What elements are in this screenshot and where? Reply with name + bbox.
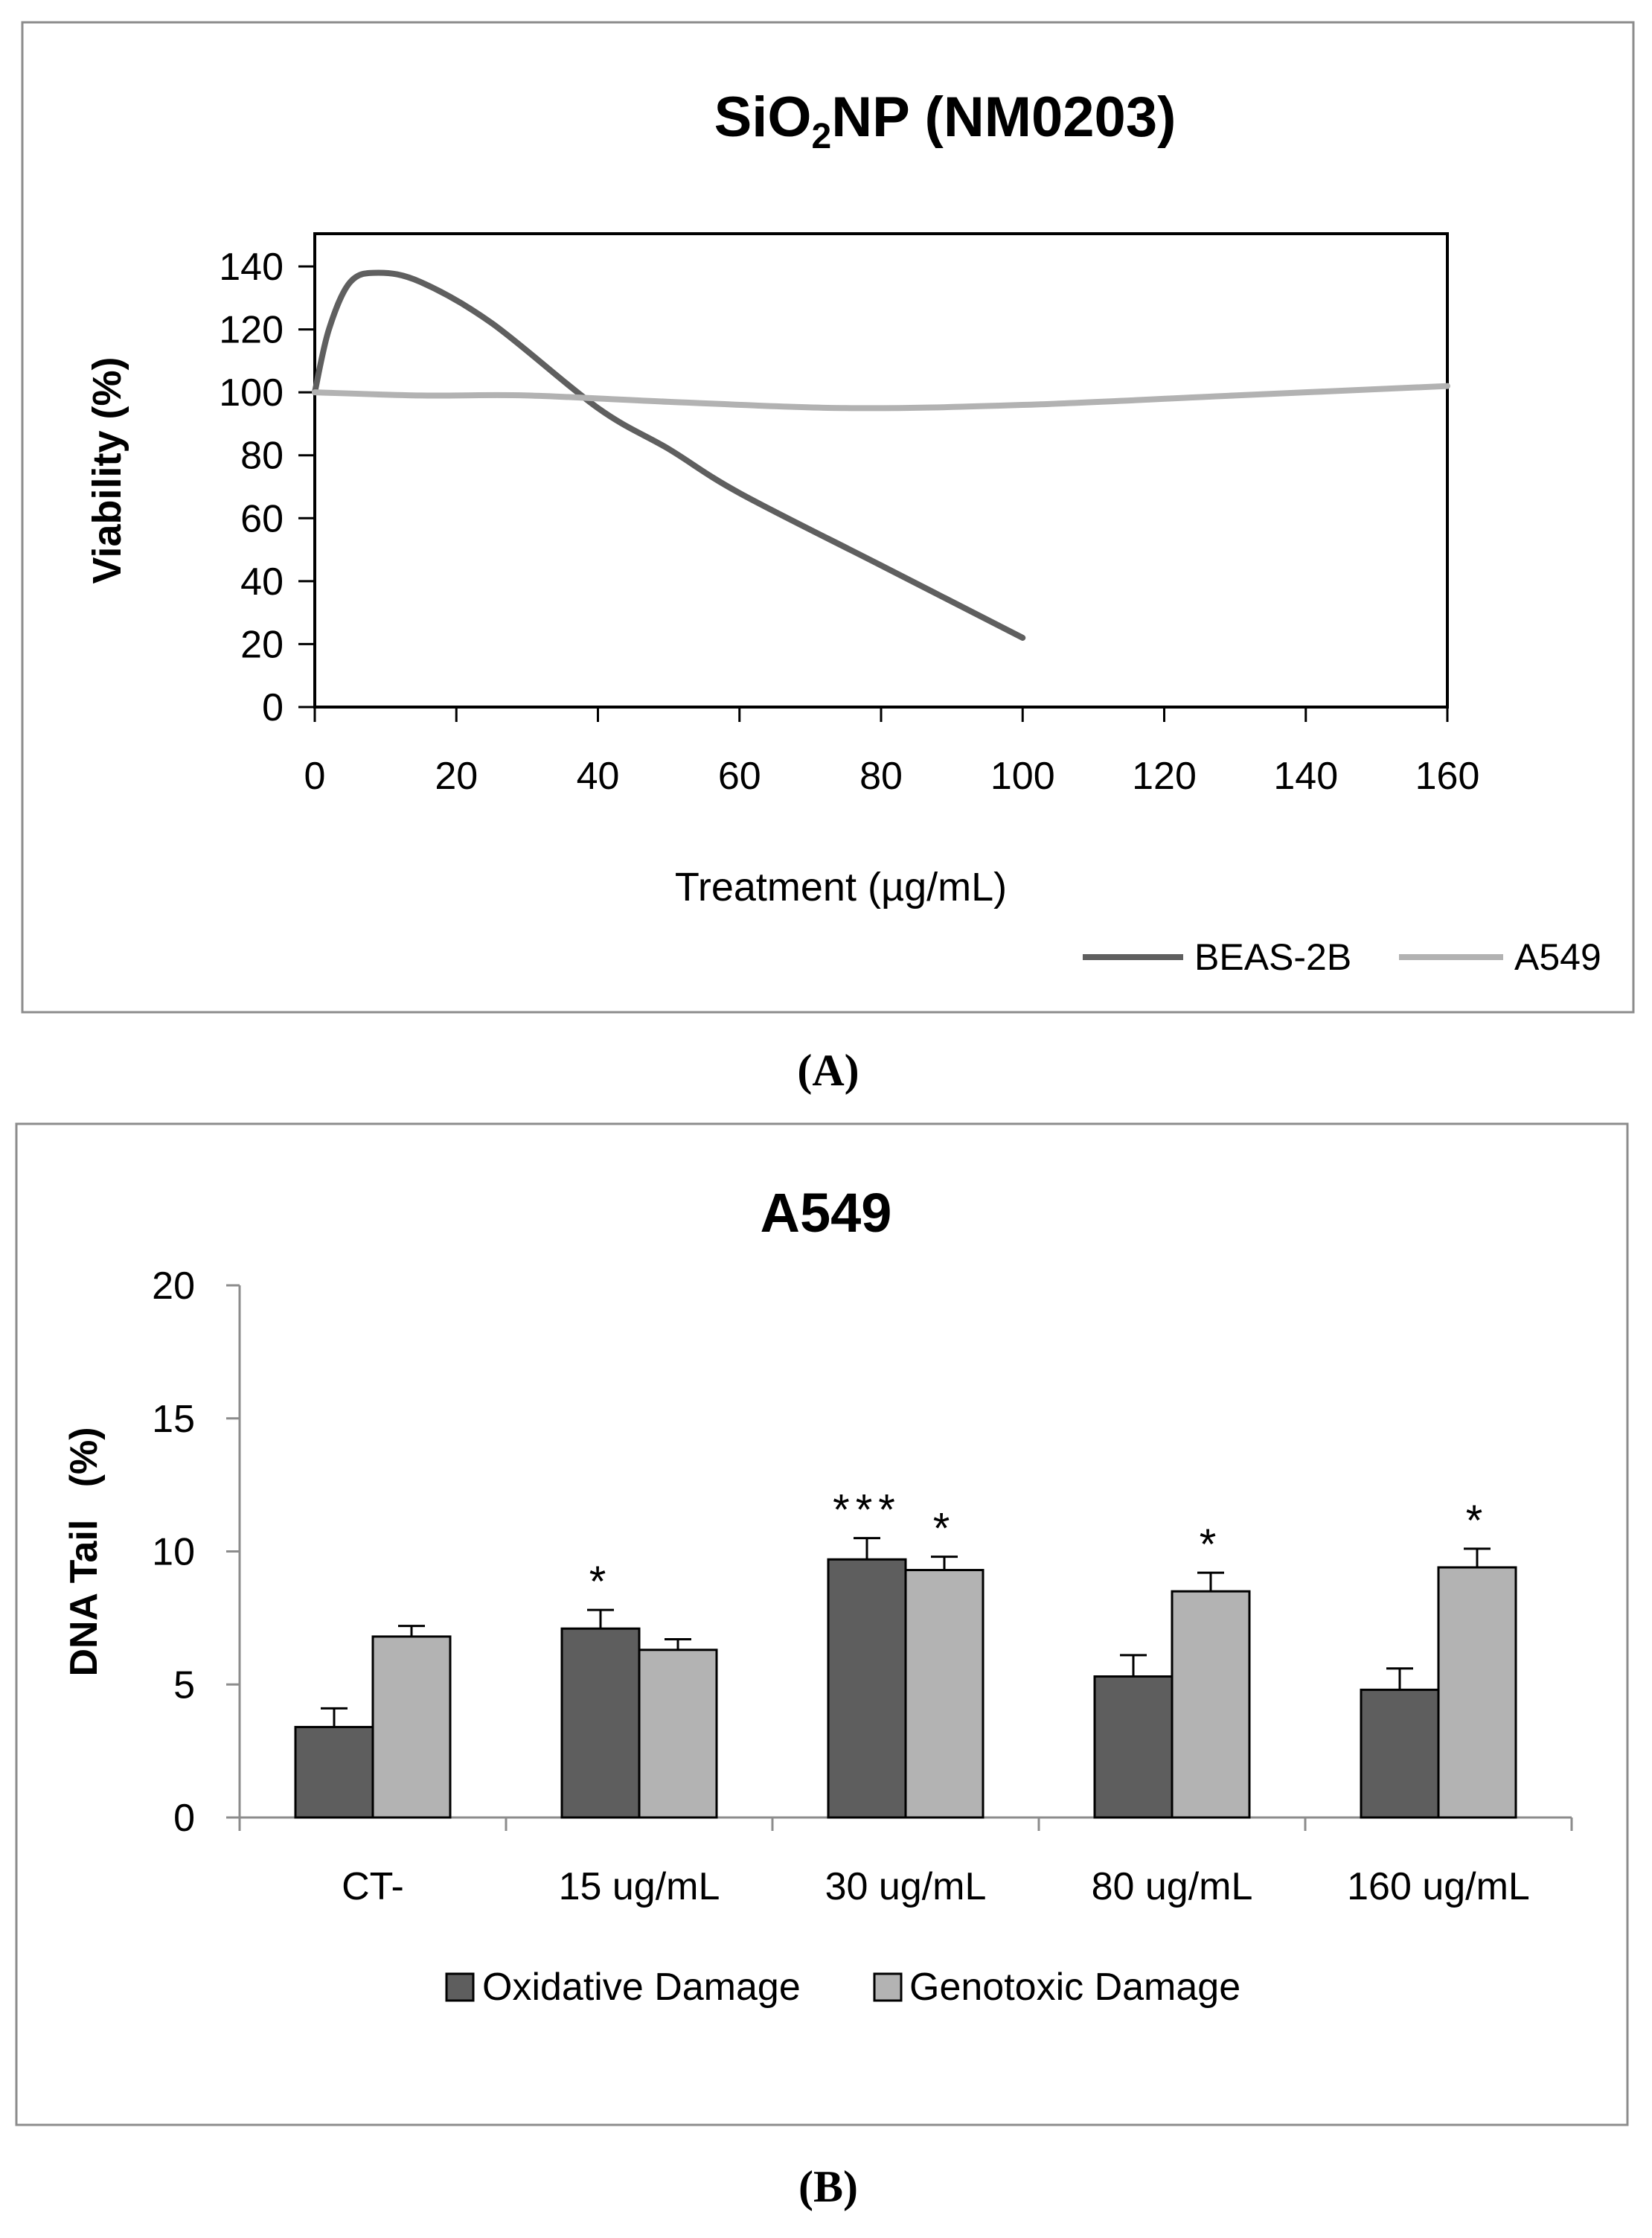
bar-oxidative [1093, 1675, 1174, 1819]
chart-b-y-axis: 0 5 10 15 20 [152, 1265, 240, 1840]
chart-a-x-tick-label: 20 [435, 755, 478, 798]
chart-a-y-tick-label: 80 [240, 435, 284, 478]
chart-a-y-tick-label: 140 [219, 246, 284, 289]
chart-b-category-label: 80 ug/mL [1092, 1865, 1253, 1908]
chart-b-title: A549 [761, 1182, 892, 1244]
panel-a-label: (A) [797, 1046, 859, 1095]
line-series-beas-2b [312, 269, 1026, 641]
chart-a-y-axis: 0 20 40 60 80 100 120 140 [219, 246, 315, 729]
chart-a-legend: BEAS-2B A549 [1083, 936, 1601, 978]
chart-b-x-axis: CT- 15 ug/mL 30 ug/mL 80 ug/mL 160 ug/mL [238, 1817, 1573, 1908]
chart-a-x-tick-label: 60 [718, 755, 761, 798]
chart-b-category-label: 15 ug/mL [559, 1865, 720, 1908]
chart-b-category-label: 30 ug/mL [825, 1865, 987, 1908]
legend-swatch-genotoxic [873, 1972, 903, 2002]
chart-a-y-tick-label: 20 [240, 623, 284, 666]
chart-b-y-tick-label: 5 [173, 1663, 195, 1707]
chart-a-x-tick-label: 0 [304, 755, 326, 798]
bar-oxidative [827, 1558, 907, 1819]
bar-genotoxic [1171, 1590, 1251, 1819]
significance-marker: * [933, 1505, 956, 1553]
chart-a-x-tick-label: 80 [859, 755, 903, 798]
legend-label-a549: A549 [1514, 936, 1601, 978]
chart-b-y-tick-label: 0 [173, 1797, 195, 1840]
chart-b-y-axis-label: DNA Tail (%) [63, 1427, 106, 1676]
significance-marker: *** [833, 1486, 901, 1535]
chart-b-y-tick-label: 15 [152, 1398, 195, 1441]
bar-oxidative [294, 1725, 374, 1819]
chart-a-title-subscript: 2 [812, 117, 832, 156]
chart-b-category-label: CT- [342, 1865, 404, 1908]
chart-a-y-tick-label: 120 [219, 309, 284, 352]
panel-b: A549 0 5 10 15 20 CT- 15 ug/mL 30 ug/mL 80 ug/m… [15, 1122, 1629, 2126]
bar-genotoxic [371, 1635, 452, 1819]
chart-b-category-label: 160 ug/mL [1347, 1865, 1530, 1908]
panel-b-label: (B) [798, 2162, 858, 2211]
chart-a-x-tick-label: 140 [1273, 755, 1338, 798]
bar-oxidative [1360, 1688, 1440, 1819]
significance-marker: * [1466, 1497, 1489, 1545]
chart-a-y-tick-label: 0 [262, 686, 284, 729]
bar-genotoxic [1437, 1566, 1517, 1819]
chart-a-x-tick-label: 100 [990, 755, 1055, 798]
line-series-a549 [312, 383, 1450, 412]
chart-a-y-tick-label: 40 [240, 560, 284, 604]
chart-a-y-tick-label: 60 [240, 497, 284, 540]
chart-a-title-rest: NP (NM0203) [831, 86, 1176, 149]
panel-a-frame [21, 21, 1635, 1014]
chart-a-y-tick-label: 100 [219, 371, 284, 415]
chart-a-x-tick-label: 40 [577, 755, 620, 798]
chart-b-y-tick-label: 20 [152, 1265, 195, 1308]
chart-a-x-tick-label: 160 [1415, 755, 1480, 798]
legend-label-genotoxic: Genotoxic Damage [909, 1966, 1240, 2009]
significance-marker: * [589, 1558, 612, 1606]
chart-a-title-main: SiO [714, 86, 812, 149]
chart-a-x-axis-label: Treatment (µg/mL) [675, 865, 1007, 909]
bar-oxidative [560, 1627, 641, 1819]
legend-label-beas-2b: BEAS-2B [1194, 936, 1351, 978]
legend-swatch-oxidative [445, 1972, 475, 2002]
panel-b-frame [15, 1122, 1629, 2126]
bar-genotoxic [904, 1569, 985, 1819]
bar-genotoxic [638, 1649, 718, 1819]
legend-label-oxidative: Oxidative Damage [482, 1966, 801, 2009]
significance-marker: * [1200, 1521, 1223, 1569]
chart-b-y-tick-label: 10 [152, 1531, 195, 1574]
panel-a: SiO2NP (NM0203) 0 20 40 60 80 100 120 140 0 20 40… [21, 21, 1635, 1014]
chart-a-x-tick-label: 120 [1132, 755, 1197, 798]
chart-b-legend: Oxidative Damage Genotoxic Damage [445, 1966, 1240, 2009]
chart-a-y-axis-label: Viability (%) [85, 357, 129, 584]
chart-a-series [312, 269, 1450, 641]
chart-b-bars: **** * * * [294, 1486, 1517, 1819]
chart-a-x-axis: 0 20 40 60 80 100 120 140 160 [304, 707, 1480, 798]
chart-a-title: SiO2NP (NM0203) [714, 86, 1176, 156]
